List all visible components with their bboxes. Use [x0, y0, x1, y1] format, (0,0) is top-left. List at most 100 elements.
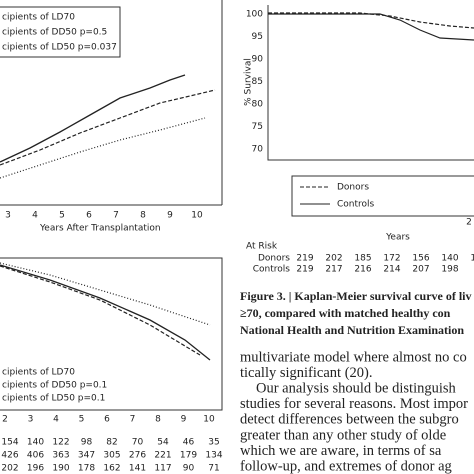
x-tick-label: 3 — [5, 211, 11, 221]
body-line: Our analysis should be distinguish — [256, 381, 457, 397]
at-risk-count: 219 — [296, 254, 313, 264]
axis — [267, 5, 474, 161]
y-tick-label: 75 — [252, 122, 263, 132]
legend-label: cipients of LD70 — [2, 368, 75, 378]
at-risk-count: 305 — [103, 451, 120, 461]
curve — [0, 74, 186, 163]
legend-box — [0, 6, 121, 58]
curve — [268, 13, 474, 41]
at-risk-count: 117 — [154, 464, 171, 474]
at-risk-count: 54 — [157, 438, 169, 448]
legend-label: Controls — [337, 200, 375, 210]
at-risk-count: 190 — [52, 464, 69, 474]
at-risk-count: 82 — [106, 438, 117, 448]
at-risk-count: 156 — [412, 254, 429, 264]
curve — [0, 262, 211, 326]
at-risk-count: 219 — [296, 265, 313, 275]
at-risk-count: 179 — [180, 451, 197, 461]
at-risk-count: 162 — [103, 464, 120, 474]
curve — [0, 265, 201, 356]
x-tick-label: 9 — [167, 211, 173, 221]
body-line: studies for several reasons. Most impor — [240, 396, 468, 412]
at-risk-count: 347 — [78, 451, 95, 461]
x-tick-label: 8 — [140, 211, 146, 221]
at-risk-count: 178 — [78, 464, 95, 474]
caption-line: National Health and Nutrition Examinatio… — [240, 323, 464, 337]
at-risk-count: 217 — [325, 265, 342, 275]
x-tick-label: 8 — [155, 415, 161, 425]
legend-label: Donors — [337, 183, 369, 193]
at-risk-count: 198 — [441, 265, 458, 275]
at-risk-group: Controls — [253, 265, 291, 275]
y-tick-label: 70 — [252, 145, 264, 155]
at-risk-count: 207 — [412, 265, 429, 275]
y-tick-label: 90 — [252, 55, 264, 65]
y-tick-label: 95 — [252, 32, 263, 42]
x-tick-label: 5 — [79, 415, 85, 425]
body-line: detect differences between the subgro — [240, 412, 459, 428]
at-risk-count: 172 — [383, 254, 400, 264]
x-tick-label: 10 — [191, 211, 203, 221]
x-tick-label: 5 — [59, 211, 65, 221]
at-risk-count: 214 — [383, 265, 400, 275]
at-risk-count: 46 — [183, 438, 195, 448]
axis — [0, 0, 223, 206]
curve — [0, 117, 206, 179]
at-risk-count: 121 — [470, 254, 474, 264]
at-risk-count: 70 — [132, 438, 144, 448]
at-risk-label: At Risk — [246, 242, 278, 252]
at-risk-group: Donors — [258, 254, 290, 264]
legend-label: cipients of DD50 p=0.1 — [2, 381, 107, 391]
body-line: tically significant (20). — [240, 365, 372, 381]
at-risk-count: 406 — [27, 451, 44, 461]
y-tick-label: 85 — [252, 77, 263, 87]
at-risk-count: 216 — [354, 265, 371, 275]
y-tick-label: 80 — [252, 100, 264, 110]
x-tick-label: 10 — [203, 415, 215, 425]
body-line: follow-up, and extremes of donor ag — [240, 459, 452, 474]
at-risk-count: 276 — [129, 451, 146, 461]
x-tick-label: 2 — [466, 218, 472, 228]
curve — [268, 12, 474, 29]
at-risk-count: 71 — [208, 464, 219, 474]
x-tick-label: 9 — [181, 415, 187, 425]
x-axis-label: Years After Transplantation — [39, 224, 161, 234]
legend-label: cipients of LD50 p=0.037 — [2, 43, 117, 53]
x-tick-label: 7 — [113, 211, 119, 221]
at-risk-count: 154 — [1, 438, 18, 448]
x-tick-label: 4 — [53, 415, 59, 425]
at-risk-count: 122 — [52, 438, 69, 448]
at-risk-count: 196 — [27, 464, 44, 474]
x-tick-label: 4 — [32, 211, 38, 221]
curve — [0, 264, 211, 361]
legend-box — [291, 175, 474, 217]
legend-label: cipients of DD50 p=0.5 — [2, 28, 107, 38]
at-risk-count: 140 — [27, 438, 44, 448]
at-risk-count: 141 — [129, 464, 146, 474]
body-line: multivariate model where almost no co — [240, 349, 467, 365]
x-tick-label: 7 — [130, 415, 136, 425]
at-risk-count: 363 — [52, 451, 69, 461]
at-risk-count: 134 — [205, 451, 222, 461]
y-tick-label: 100 — [246, 10, 263, 20]
at-risk-count: 98 — [81, 438, 93, 448]
x-tick-label: 2 — [2, 415, 8, 425]
at-risk-count: 221 — [154, 451, 171, 461]
legend-label: cipients of LD70 — [2, 13, 75, 23]
x-tick-label: 6 — [104, 415, 110, 425]
body-line: which we are aware, in terms of sa — [240, 443, 442, 459]
x-tick-label: 3 — [28, 415, 34, 425]
axis — [0, 257, 223, 411]
caption-line: Figure 3. | Kaplan-Meier survival curve … — [240, 289, 472, 303]
at-risk-count: 426 — [1, 451, 18, 461]
x-axis-label: Years — [385, 233, 410, 243]
at-risk-count: 202 — [325, 254, 342, 264]
x-tick-label: 6 — [86, 211, 92, 221]
caption-line: ≥70, compared with matched healthy con — [240, 306, 451, 320]
body-line: greater than any other study of olde — [240, 427, 446, 443]
legend-label: cipients of LD50 p=0.1 — [2, 394, 105, 404]
y-axis-label: % Survival — [244, 58, 254, 106]
at-risk-count: 202 — [1, 464, 18, 474]
at-risk-count: 90 — [183, 464, 195, 474]
